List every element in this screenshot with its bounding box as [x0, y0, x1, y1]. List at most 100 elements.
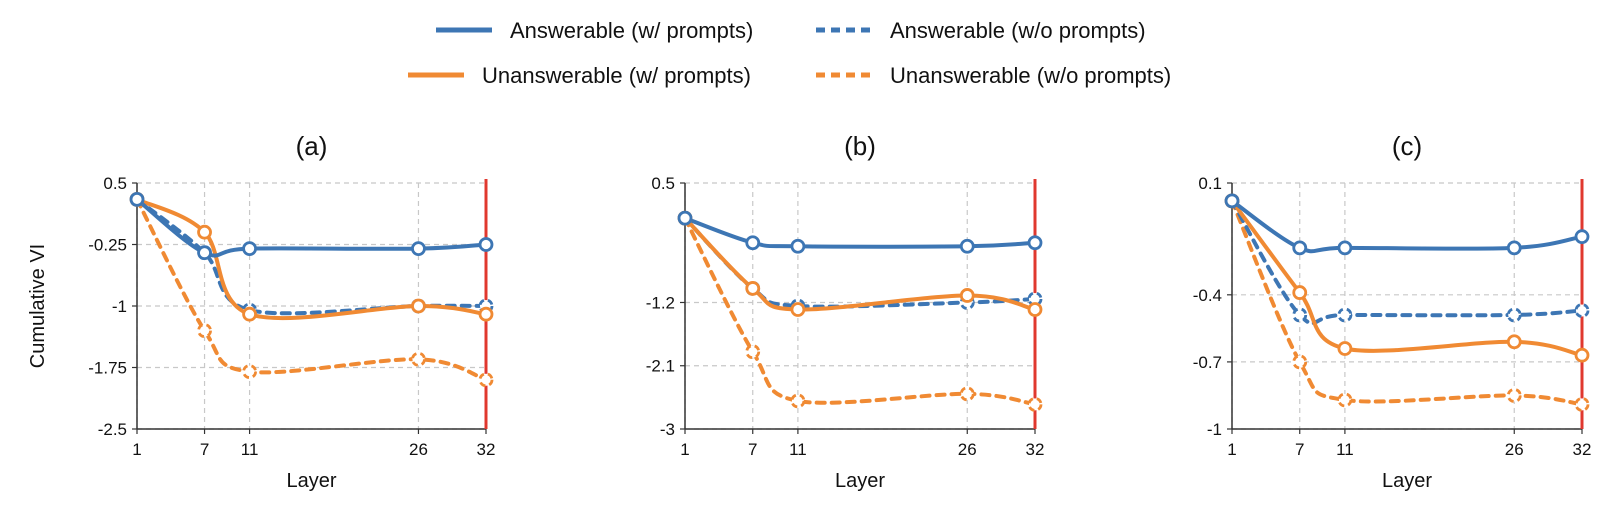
data-point [478, 306, 494, 322]
x-tick-label: 26 [1505, 440, 1524, 459]
y-tick-label: -1 [112, 297, 127, 316]
x-axis-label: Layer [1382, 470, 1432, 492]
data-point [411, 298, 426, 314]
y-tick-label: -1.75 [88, 359, 127, 378]
data-point [411, 351, 426, 367]
data-point [1574, 396, 1590, 412]
data-point [790, 393, 806, 409]
series-line [683, 216, 1037, 407]
data-point [129, 191, 145, 207]
data-point [959, 288, 975, 303]
x-tick-label: 11 [241, 440, 259, 459]
data-point [790, 238, 806, 254]
x-tick-label: 1 [132, 440, 141, 459]
data-point [1337, 341, 1353, 356]
x-tick-label: 32 [1573, 440, 1592, 459]
legend-label: Answerable (w/o prompts) [890, 18, 1146, 43]
data-point [1337, 307, 1353, 323]
legend-label: Answerable (w/ prompts) [510, 18, 753, 43]
data-point [242, 241, 257, 257]
data-point [1574, 347, 1590, 363]
y-tick-label: 0.5 [651, 174, 675, 193]
chart-panel: 0.1 -0.4 -0.7 -1 1 7 11 26 32 (c) Layer [1193, 131, 1592, 492]
data-point [790, 302, 806, 317]
x-tick-label: 26 [958, 440, 977, 459]
y-tick-label: -0.7 [1193, 353, 1222, 372]
series-line [135, 197, 488, 258]
x-tick-label: 26 [409, 440, 428, 459]
x-axis-label: Layer [286, 470, 336, 492]
y-tick-label: -3 [660, 420, 675, 439]
series-line [135, 197, 488, 382]
y-tick-label: -2.1 [646, 357, 675, 376]
x-tick-label: 7 [200, 440, 209, 459]
y-tick-label: 0.1 [1198, 174, 1222, 193]
y-tick-label: -1.2 [646, 293, 675, 312]
chart-panel: 0.5 -0.25 -1 -1.75 -2.5 1 7 11 26 32 (a) Layer Cumul… [27, 131, 495, 492]
data-point [1027, 396, 1043, 412]
series-line [1230, 198, 1584, 254]
legend-label: Unanswerable (w/o prompts) [890, 63, 1171, 88]
data-point [1506, 388, 1522, 403]
data-point [959, 238, 975, 254]
data-point [242, 306, 257, 322]
x-tick-label: 1 [680, 440, 689, 459]
legend-item: Unanswerable (w/ prompts) [408, 63, 751, 88]
data-point [959, 386, 975, 402]
y-tick-label: -2.5 [98, 420, 127, 439]
data-point [242, 364, 257, 380]
data-point [1506, 307, 1522, 323]
data-point [1337, 240, 1353, 256]
x-tick-label: 32 [477, 440, 496, 459]
y-axis-label: Cumulative VI [27, 244, 49, 369]
chart-title: (b) [844, 131, 876, 161]
data-point [1506, 240, 1522, 256]
data-point [745, 281, 761, 296]
series-line [135, 197, 488, 316]
x-tick-label: 32 [1026, 440, 1045, 459]
chart-panel: 0.5 -1.2 -2.1 -3 1 7 11 26 32 (b) Layer [646, 131, 1045, 492]
series-line [683, 216, 1037, 249]
legend-item: Answerable (w/ prompts) [436, 18, 753, 43]
series-line [1230, 198, 1584, 407]
data-point [1506, 334, 1522, 350]
data-point [411, 241, 426, 257]
x-tick-label: 11 [1336, 440, 1354, 459]
data-point [1292, 240, 1308, 256]
data-point [197, 224, 212, 240]
data-point [1292, 307, 1308, 323]
data-point [1574, 303, 1590, 318]
data-point [197, 323, 212, 339]
x-tick-label: 1 [1227, 440, 1236, 459]
chart-title: (a) [296, 131, 328, 161]
data-point [745, 235, 761, 251]
chart-panels: 0.5-0.25-1-1.75-2.51 7 11 26 32(a)LayerCumul… [27, 131, 1591, 492]
data-point [478, 372, 494, 388]
data-point [1027, 302, 1043, 317]
y-tick-label: 0.5 [103, 174, 127, 193]
legend-item: Unanswerable (w/o prompts) [816, 63, 1171, 88]
chart-title: (c) [1392, 131, 1422, 161]
data-point [1027, 291, 1043, 307]
data-point [1292, 285, 1308, 300]
data-point [745, 344, 761, 360]
series-line [1230, 198, 1584, 326]
data-point [677, 210, 693, 226]
x-axis-label: Layer [835, 470, 885, 492]
legend: Answerable (w/ prompts) Answerable (w/o p… [408, 18, 1171, 88]
series-line [683, 216, 1037, 312]
data-point [1337, 392, 1353, 408]
legend-label: Unanswerable (w/ prompts) [482, 63, 751, 88]
data-point [478, 237, 494, 252]
x-tick-label: 7 [748, 440, 757, 459]
y-tick-label: -1 [1207, 420, 1222, 439]
series-line [683, 216, 1037, 309]
data-point [197, 245, 212, 261]
legend-item: Answerable (w/o prompts) [816, 18, 1146, 43]
data-point [1574, 229, 1590, 245]
x-tick-label: 7 [1295, 440, 1304, 459]
data-point [1027, 235, 1043, 251]
y-tick-label: -0.4 [1193, 286, 1222, 305]
x-tick-label: 11 [789, 440, 807, 459]
